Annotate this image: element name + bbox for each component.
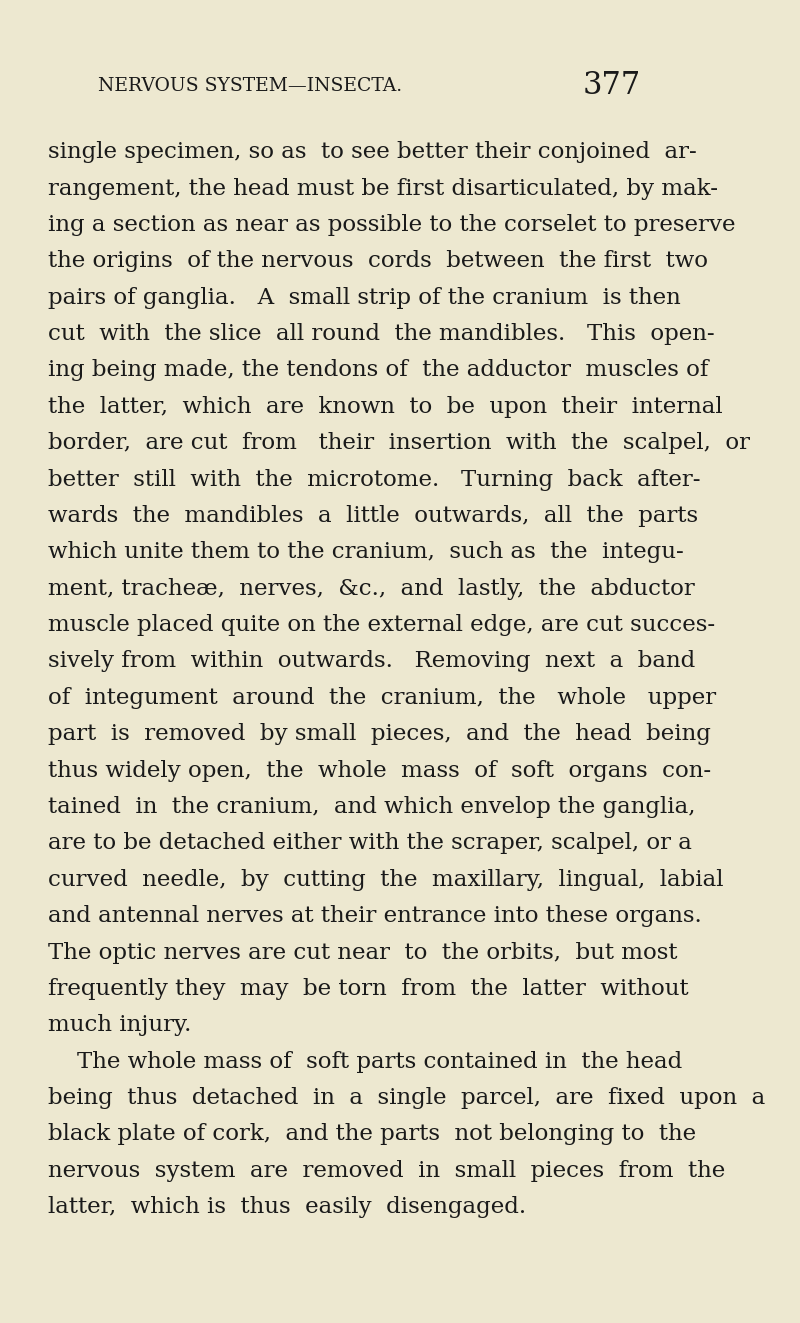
Text: ing a section as near as possible to the corselet to preserve: ing a section as near as possible to the…: [48, 214, 735, 235]
Text: tained  in  the cranium,  and which envelop the ganglia,: tained in the cranium, and which envelop…: [48, 796, 695, 818]
Text: pairs of ganglia.   A  small strip of the cranium  is then: pairs of ganglia. A small strip of the c…: [48, 287, 681, 308]
Text: and antennal nerves at their entrance into these organs.: and antennal nerves at their entrance in…: [48, 905, 702, 927]
Text: ment, tracheæ,  nerves,  &c.,  and  lastly,  the  abductor: ment, tracheæ, nerves, &c., and lastly, …: [48, 578, 694, 599]
Text: single specimen, so as  to see better their conjoined  ar-: single specimen, so as to see better the…: [48, 142, 697, 163]
Text: The whole mass of  soft parts contained in  the head: The whole mass of soft parts contained i…: [48, 1050, 682, 1073]
Text: rangement, the head must be first disarticulated, by mak-: rangement, the head must be first disart…: [48, 177, 718, 200]
Text: curved  needle,  by  cutting  the  maxillary,  lingual,  labial: curved needle, by cutting the maxillary,…: [48, 869, 723, 890]
Text: better  still  with  the  microtome.   Turning  back  after-: better still with the microtome. Turning…: [48, 468, 701, 491]
Text: the origins  of the nervous  cords  between  the first  two: the origins of the nervous cords between…: [48, 250, 708, 273]
Text: part  is  removed  by small  pieces,  and  the  head  being: part is removed by small pieces, and the…: [48, 724, 711, 745]
Text: black plate of cork,  and the parts  not belonging to  the: black plate of cork, and the parts not b…: [48, 1123, 696, 1146]
Text: which unite them to the cranium,  such as  the  integu-: which unite them to the cranium, such as…: [48, 541, 684, 564]
Text: sively from  within  outwards.   Removing  next  a  band: sively from within outwards. Removing ne…: [48, 651, 695, 672]
Text: The optic nerves are cut near  to  the orbits,  but most: The optic nerves are cut near to the orb…: [48, 942, 678, 963]
Text: latter,  which is  thus  easily  disengaged.: latter, which is thus easily disengaged.: [48, 1196, 526, 1218]
Text: of  integument  around  the  cranium,  the   whole   upper: of integument around the cranium, the wh…: [48, 687, 716, 709]
Text: cut  with  the slice  all round  the mandibles.   This  open-: cut with the slice all round the mandibl…: [48, 323, 714, 345]
Text: muscle placed quite on the external edge, are cut succes-: muscle placed quite on the external edge…: [48, 614, 715, 636]
Text: nervous  system  are  removed  in  small  pieces  from  the: nervous system are removed in small piec…: [48, 1160, 726, 1181]
Text: frequently they  may  be torn  from  the  latter  without: frequently they may be torn from the lat…: [48, 978, 689, 1000]
Text: being  thus  detached  in  a  single  parcel,  are  fixed  upon  a: being thus detached in a single parcel, …: [48, 1088, 766, 1109]
Text: are to be detached either with the scraper, scalpel, or a: are to be detached either with the scrap…: [48, 832, 692, 855]
Text: much injury.: much injury.: [48, 1015, 191, 1036]
Text: the  latter,  which  are  known  to  be  upon  their  internal: the latter, which are known to be upon t…: [48, 396, 722, 418]
Text: wards  the  mandibles  a  little  outwards,  all  the  parts: wards the mandibles a little outwards, a…: [48, 505, 698, 527]
Text: NERVOUS SYSTEM—INSECTA.: NERVOUS SYSTEM—INSECTA.: [98, 77, 402, 95]
Text: ing being made, the tendons of  the adductor  muscles of: ing being made, the tendons of the adduc…: [48, 360, 708, 381]
Text: thus widely open,  the  whole  mass  of  soft  organs  con-: thus widely open, the whole mass of soft…: [48, 759, 711, 782]
Text: border,  are cut  from   their  insertion  with  the  scalpel,  or: border, are cut from their insertion wit…: [48, 433, 750, 454]
Text: 377: 377: [582, 70, 641, 102]
